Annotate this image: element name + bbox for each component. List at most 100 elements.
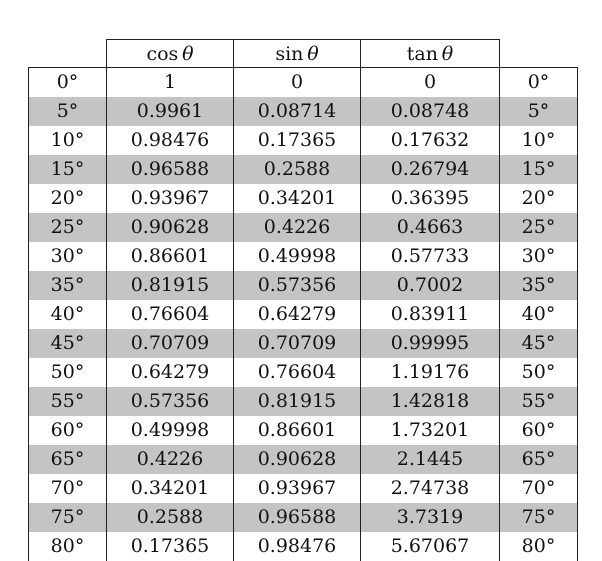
cell-cos: 0.4226 [106, 444, 234, 474]
cell-cos: 0.70709 [106, 328, 234, 358]
cell-tan: 5.67067 [360, 531, 500, 561]
cell-sin: 0.90628 [233, 444, 361, 474]
cell-angle: 10° [28, 125, 107, 155]
header-tan-var: θ [441, 42, 454, 65]
cell-cos: 0.98476 [106, 125, 234, 155]
cell-angle-right: 55° [499, 386, 578, 416]
cell-sin: 0 [233, 67, 361, 97]
cell-angle: 55° [28, 386, 107, 416]
table-row: 50° 0.64279 0.76604 1.19176 50° [28, 357, 578, 387]
cell-sin: 0.86601 [233, 415, 361, 445]
cell-angle: 30° [28, 241, 107, 271]
cell-tan: 2.1445 [360, 444, 500, 474]
header-sin-fn: sin [275, 42, 304, 65]
cell-angle: 5° [28, 96, 107, 126]
cell-angle-right: 5° [499, 96, 578, 126]
cell-sin: 0.64279 [233, 299, 361, 329]
cell-cos: 0.90628 [106, 212, 234, 242]
cell-sin: 0.57356 [233, 270, 361, 300]
cell-angle: 45° [28, 328, 107, 358]
header-sin-var: θ [307, 42, 319, 65]
cell-sin: 0.93967 [233, 473, 361, 503]
cell-sin: 0.2588 [233, 154, 361, 184]
cell-cos: 0.57356 [106, 386, 234, 416]
cell-sin: 0.17365 [233, 125, 361, 155]
cell-angle: 20° [28, 183, 107, 213]
cell-angle-right: 75° [499, 502, 578, 532]
cell-sin: 0.96588 [233, 502, 361, 532]
table-body: 0° 1 0 0 0° 5° 0.9961 0.08714 0.08748 5° 10° 0.9847… [28, 67, 578, 561]
cell-sin: 0.4226 [233, 212, 361, 242]
cell-sin: 0.08714 [233, 96, 361, 126]
cell-angle: 60° [28, 415, 107, 445]
cell-angle: 25° [28, 212, 107, 242]
cell-tan: 1.73201 [360, 415, 500, 445]
cell-sin: 0.70709 [233, 328, 361, 358]
cell-cos: 0.81915 [106, 270, 234, 300]
cell-angle-right: 25° [499, 212, 578, 242]
header-tan-fn: tan [406, 42, 438, 65]
cell-angle: 40° [28, 299, 107, 329]
cell-tan: 1.19176 [360, 357, 500, 387]
header-sin: sin θ [233, 39, 361, 68]
table-row: 45° 0.70709 0.70709 0.99995 45° [28, 328, 578, 358]
cell-sin: 0.76604 [233, 357, 361, 387]
cell-sin: 0.34201 [233, 183, 361, 213]
cell-cos: 0.17365 [106, 531, 234, 561]
cell-cos: 0.76604 [106, 299, 234, 329]
cell-angle: 50° [28, 357, 107, 387]
cell-tan: 0.7002 [360, 270, 500, 300]
cell-cos: 1 [106, 67, 234, 97]
cell-angle-right: 15° [499, 154, 578, 184]
cell-cos: 0.2588 [106, 502, 234, 532]
cell-tan: 3.7319 [360, 502, 500, 532]
cell-angle: 65° [28, 444, 107, 474]
cell-angle-right: 20° [499, 183, 578, 213]
cell-angle-right: 30° [499, 241, 578, 271]
cell-angle: 15° [28, 154, 107, 184]
cell-tan: 0.17632 [360, 125, 500, 155]
cell-cos: 0.49998 [106, 415, 234, 445]
table-row: 15° 0.96588 0.2588 0.26794 15° [28, 154, 578, 184]
cell-tan: 0.57733 [360, 241, 500, 271]
header-cos-fn: cos [146, 42, 179, 65]
cell-angle: 70° [28, 473, 107, 503]
cell-angle-right: 65° [499, 444, 578, 474]
cell-angle-right: 60° [499, 415, 578, 445]
cell-sin: 0.49998 [233, 241, 361, 271]
cell-angle-right: 70° [499, 473, 578, 503]
table-row: 5° 0.9961 0.08714 0.08748 5° [28, 96, 578, 126]
cell-tan: 0.26794 [360, 154, 500, 184]
cell-tan: 0.08748 [360, 96, 500, 126]
table-row: 10° 0.98476 0.17365 0.17632 10° [28, 125, 578, 155]
cell-angle: 80° [28, 531, 107, 561]
cell-cos: 0.86601 [106, 241, 234, 271]
header-cos: cos θ [106, 39, 234, 68]
cell-angle-right: 40° [499, 299, 578, 329]
table-row: 70° 0.34201 0.93967 2.74738 70° [28, 473, 578, 503]
cell-angle-right: 0° [499, 67, 578, 97]
table-row: 80° 0.17365 0.98476 5.67067 80° [28, 531, 578, 561]
table-row: 20° 0.93967 0.34201 0.36395 20° [28, 183, 578, 213]
trig-table: cos θ sin θ tan θ 0° 1 0 0 0° 5° 0.9961 0.08714… [28, 39, 578, 561]
table-row: 60° 0.49998 0.86601 1.73201 60° [28, 415, 578, 445]
cell-cos: 0.9961 [106, 96, 234, 126]
cell-angle: 35° [28, 270, 107, 300]
cell-tan: 1.42818 [360, 386, 500, 416]
table-row: 40° 0.76604 0.64279 0.83911 40° [28, 299, 578, 329]
header-angle-right [499, 39, 578, 68]
header-tan: tan θ [360, 39, 500, 68]
header-cos-var: θ [182, 42, 194, 65]
table-row: 30° 0.86601 0.49998 0.57733 30° [28, 241, 578, 271]
cell-angle: 75° [28, 502, 107, 532]
table-row: 35° 0.81915 0.57356 0.7002 35° [28, 270, 578, 300]
table-row: 0° 1 0 0 0° [28, 67, 578, 97]
cell-cos: 0.96588 [106, 154, 234, 184]
cell-tan: 0.36395 [360, 183, 500, 213]
header-row: cos θ sin θ tan θ [28, 39, 578, 68]
cell-cos: 0.34201 [106, 473, 234, 503]
cell-angle: 0° [28, 67, 107, 97]
cell-tan: 0.83911 [360, 299, 500, 329]
cell-angle-right: 10° [499, 125, 578, 155]
table-row: 25° 0.90628 0.4226 0.4663 25° [28, 212, 578, 242]
